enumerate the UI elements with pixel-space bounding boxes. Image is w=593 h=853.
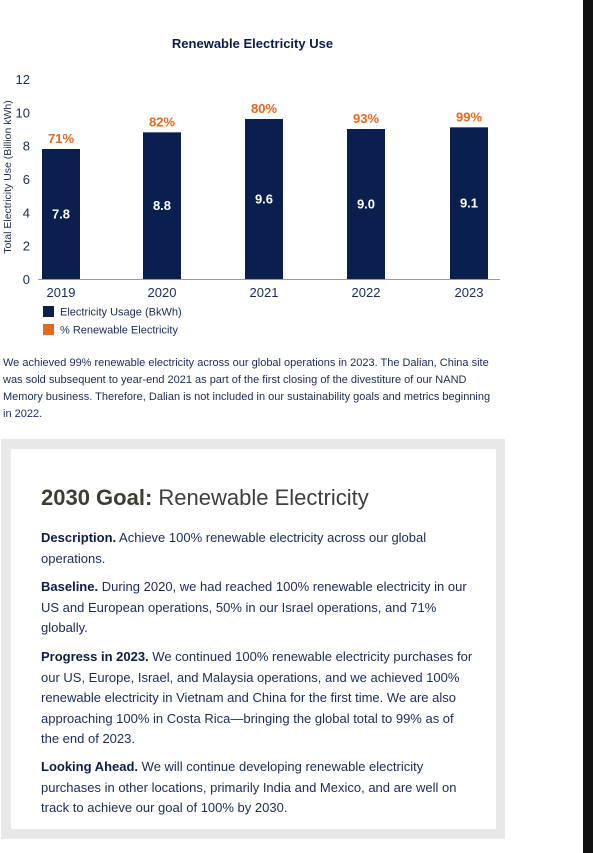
description-label: Description. xyxy=(41,530,117,545)
bar-series: 7.8 71% 8.8 82% 9.6 80% 9.0 93% 9.1 99% xyxy=(42,101,488,279)
legend-label-usage: Electricity Usage (BkWh) xyxy=(60,307,182,319)
percent-label: 99% xyxy=(456,109,482,124)
x-tick-label: 2020 xyxy=(148,285,177,300)
bar-value-label: 9.0 xyxy=(357,197,375,212)
x-tick-label: 2023 xyxy=(455,285,484,300)
x-tick-label: 2021 xyxy=(250,285,279,300)
goal-title-lead: 2030 Goal: xyxy=(41,485,153,510)
y-tick-label: 0 xyxy=(23,272,30,287)
goal-looking-ahead: Looking Ahead. We will continue developi… xyxy=(41,757,473,819)
x-axis-ticks: 2019 2020 2021 2022 2023 xyxy=(47,285,484,300)
bar-chart: 0 2 4 6 8 10 12 Total Electricity Use (Billion… xyxy=(2,72,500,337)
chart-title: Renewable Electricity Use xyxy=(171,36,334,51)
x-tick-label: 2022 xyxy=(352,285,381,300)
goal-title-rest: Renewable Electricity xyxy=(158,485,369,510)
goal-card: 2030 Goal: Renewable Electricity Descrip… xyxy=(11,449,496,829)
y-tick-label: 6 xyxy=(23,172,30,187)
legend-swatch-usage xyxy=(43,306,54,317)
y-tick-label: 2 xyxy=(23,239,30,254)
goal-baseline: Baseline. During 2020, we had reached 10… xyxy=(41,577,473,639)
y-tick-label: 4 xyxy=(23,205,30,220)
baseline-text: During 2020, we had reached 100% renewab… xyxy=(41,579,467,635)
progress-label: Progress in 2023. xyxy=(41,649,149,664)
percent-label: 80% xyxy=(251,101,277,116)
y-axis-label: Total Electricity Use (Billion kWh) xyxy=(2,100,14,253)
chart-caption: We achieved 99% renewable electricity ac… xyxy=(3,357,491,420)
goal-panel: 2030 Goal: Renewable Electricity Descrip… xyxy=(1,439,505,839)
description-text: Achieve 100% renewable electricity acros… xyxy=(41,530,427,566)
baseline-label: Baseline. xyxy=(41,579,99,594)
bar xyxy=(245,119,283,279)
ahead-text: We will continue developing renewable el… xyxy=(41,759,457,815)
bar xyxy=(450,127,488,279)
x-tick-label: 2019 xyxy=(47,285,76,300)
percent-label: 71% xyxy=(48,131,74,146)
bar-value-label: 7.8 xyxy=(52,207,70,222)
bar xyxy=(347,129,385,279)
y-tick-label: 10 xyxy=(16,105,30,120)
legend-label-percent: % Renewable Electricity xyxy=(60,325,178,337)
legend-swatch-percent xyxy=(43,324,54,335)
goal-title: 2030 Goal: Renewable Electricity xyxy=(41,485,369,511)
y-axis-ticks: 0 2 4 6 8 10 12 xyxy=(16,72,30,287)
y-tick-label: 8 xyxy=(23,139,30,154)
progress-text: We continued 100% renewable electricity … xyxy=(41,649,473,746)
bar xyxy=(42,149,80,279)
goal-progress: Progress in 2023. We continued 100% rene… xyxy=(41,647,473,750)
y-tick-label: 12 xyxy=(16,72,30,87)
legend: Electricity Usage (BkWh) % Renewable Ele… xyxy=(43,306,182,337)
bar-value-label: 9.1 xyxy=(460,196,478,211)
goal-description: Description. Achieve 100% renewable elec… xyxy=(41,528,473,569)
bar xyxy=(143,132,181,279)
bar-value-label: 8.8 xyxy=(153,198,171,213)
right-edge-bar xyxy=(583,0,593,853)
percent-label: 82% xyxy=(149,114,175,129)
ahead-label: Looking Ahead. xyxy=(41,759,139,774)
bar-value-label: 9.6 xyxy=(255,192,273,207)
percent-label: 93% xyxy=(353,111,379,126)
